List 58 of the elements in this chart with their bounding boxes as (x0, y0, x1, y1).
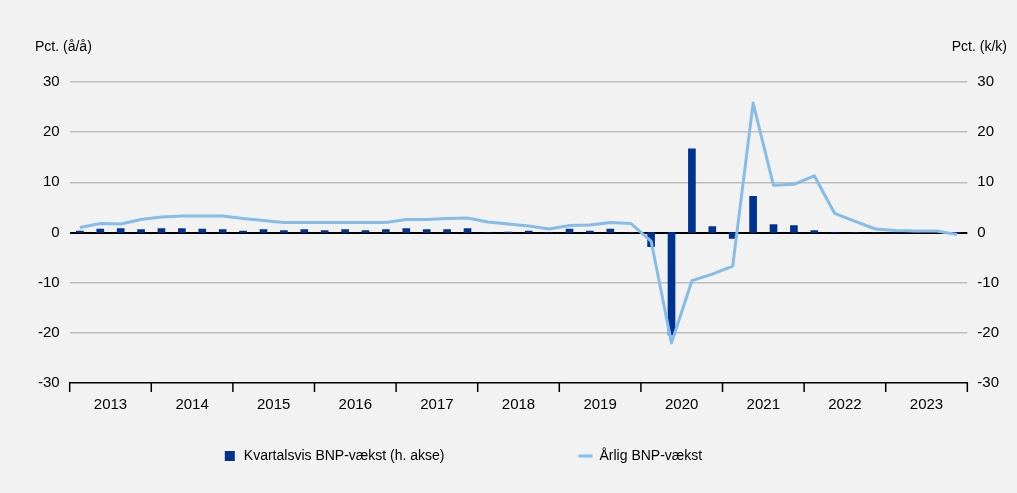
bar (463, 228, 472, 233)
x-tick-label: 2021 (746, 395, 780, 413)
bar (116, 228, 125, 233)
x-tick-label: 2016 (338, 395, 372, 413)
y-tick-label: 0 (51, 222, 60, 240)
bar (749, 196, 757, 233)
x-tick-label: 2020 (665, 395, 699, 413)
y2-tick-label: 0 (977, 222, 986, 240)
bar (708, 226, 717, 233)
y-tick-label: 30 (42, 72, 60, 90)
bar (341, 229, 349, 233)
bar (280, 230, 288, 233)
y2-tick-label: 30 (977, 72, 995, 90)
bar (96, 228, 105, 233)
bar (688, 148, 696, 233)
bar (402, 228, 411, 233)
y-tick-label: -20 (37, 322, 60, 340)
bar (382, 229, 390, 233)
bar (790, 225, 798, 233)
bar (422, 229, 431, 233)
bar (157, 228, 166, 233)
y-axis-title: Pct. (å/å) (35, 37, 92, 54)
y2-tick-label: -30 (977, 373, 1000, 391)
x-tick-label: 2015 (257, 395, 291, 413)
y-tick-label: 10 (42, 172, 60, 190)
x-tick-label: 2018 (501, 395, 536, 413)
bar (137, 229, 145, 233)
bar (769, 224, 778, 233)
bar (300, 229, 309, 233)
bar (606, 228, 615, 233)
y2-tick-label: -10 (977, 272, 1000, 290)
bar (239, 230, 247, 233)
y2-tick-label: 20 (977, 122, 995, 140)
legend-label: Årlig BNP-vækst (599, 446, 815, 463)
x-tick-label: 2019 (583, 395, 617, 413)
y2-tick-label: -20 (977, 322, 1000, 340)
legend-label: Kvartalsvis BNP-vækst (h. akse) (243, 446, 557, 463)
x-tick-label: 2023 (909, 395, 944, 413)
y-tick-label: -10 (37, 272, 60, 290)
y2-tick-label: 10 (977, 172, 995, 190)
bar (76, 230, 84, 233)
bar (178, 228, 186, 233)
bar (218, 229, 227, 233)
bar (524, 230, 533, 233)
x-tick-label: 2022 (828, 395, 862, 413)
bar (361, 230, 370, 233)
bar (259, 229, 268, 233)
bar (320, 230, 329, 233)
y-tick-label: 20 (42, 122, 60, 140)
x-tick-label: 2017 (420, 395, 454, 413)
y2-axis-title: Pct. (k/k) (951, 37, 1007, 54)
bar (198, 228, 207, 233)
y-tick-label: -30 (37, 373, 60, 391)
bar (586, 230, 594, 233)
bar (810, 230, 819, 233)
bar (443, 229, 451, 233)
x-tick-label: 2014 (175, 395, 209, 413)
x-tick-label: 2013 (93, 395, 128, 413)
